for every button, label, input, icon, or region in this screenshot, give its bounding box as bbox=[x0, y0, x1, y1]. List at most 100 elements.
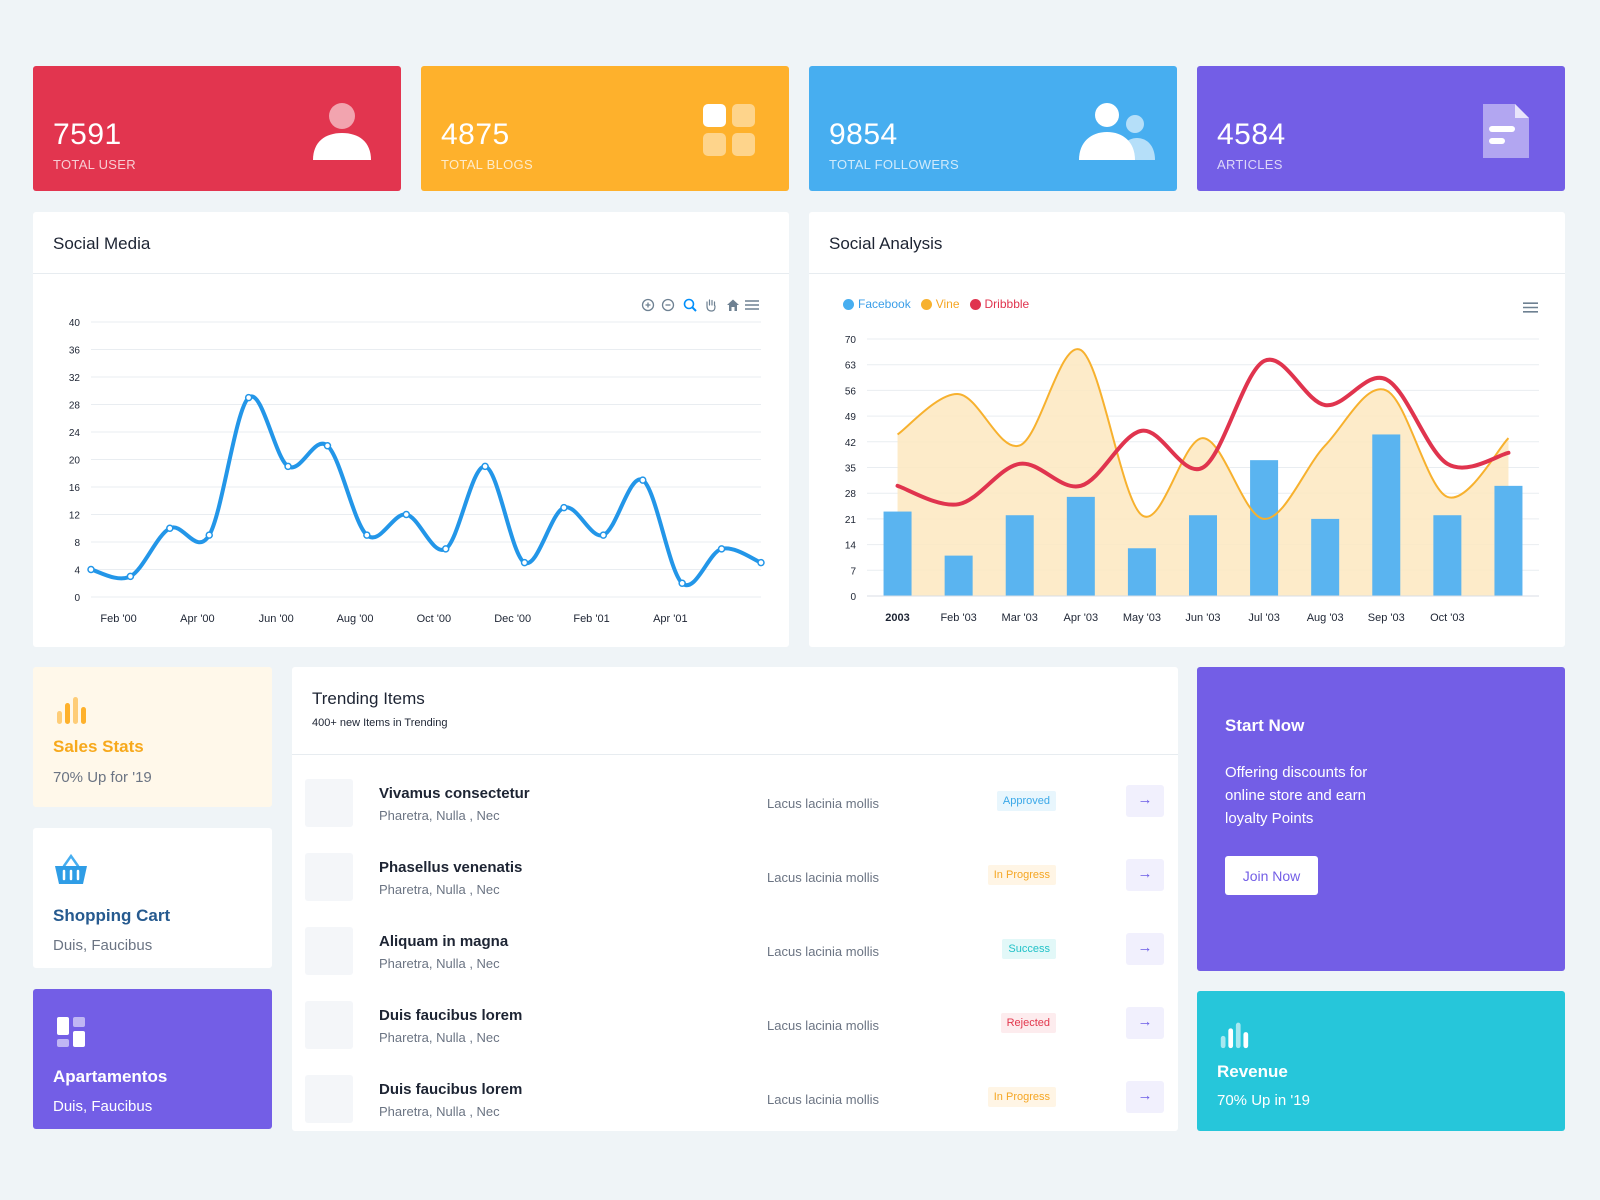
row-arrow-button[interactable]: → bbox=[1126, 1007, 1164, 1039]
row-arrow-button[interactable]: → bbox=[1126, 859, 1164, 891]
pan-hand-icon[interactable] bbox=[704, 298, 718, 312]
arrow-right-icon: → bbox=[1137, 865, 1153, 882]
card-subtitle: 70% Up for '19 bbox=[53, 769, 152, 786]
table-row[interactable]: Aliquam in magna Pharetra, Nulla , Nec L… bbox=[292, 913, 1178, 987]
shopping-cart-card[interactable]: Shopping Cart Duis, Faucibus bbox=[33, 828, 272, 968]
join-now-button[interactable]: Join Now bbox=[1225, 856, 1318, 895]
y-tick-label: 36 bbox=[69, 346, 81, 357]
item-name: Duis faucibus lorem bbox=[379, 1081, 523, 1098]
legend-item-vine[interactable]: Vine bbox=[920, 297, 960, 311]
item-location: Lacus lacinia mollis bbox=[767, 870, 879, 885]
x-tick-label: Aug '00 bbox=[337, 613, 374, 625]
y-tick-label: 32 bbox=[69, 373, 81, 384]
sales-stats-card[interactable]: Sales Stats 70% Up for '19 bbox=[33, 667, 272, 807]
item-meta: Pharetra, Nulla , Nec bbox=[379, 1030, 500, 1045]
x-tick-label: Apr '00 bbox=[180, 613, 215, 625]
grid-icon bbox=[703, 104, 755, 156]
facebook-bar bbox=[1250, 460, 1279, 596]
data-point bbox=[678, 579, 686, 587]
x-tick-label: 2003 bbox=[885, 612, 909, 624]
legend-label: Facebook bbox=[858, 297, 911, 311]
table-row[interactable]: Duis faucibus lorem Pharetra, Nulla , Ne… bbox=[292, 1061, 1178, 1135]
legend-item-facebook[interactable]: Facebook bbox=[843, 297, 911, 311]
y-tick-label: 42 bbox=[845, 438, 857, 449]
row-arrow-button[interactable]: → bbox=[1126, 933, 1164, 965]
stat-card-articles: 4584 ARTICLES bbox=[1197, 66, 1565, 191]
item-meta: Pharetra, Nulla , Nec bbox=[379, 882, 500, 897]
stat-label: TOTAL BLOGS bbox=[441, 157, 533, 172]
revenue-card[interactable]: Revenue 70% Up in '19 bbox=[1197, 991, 1565, 1131]
data-point bbox=[363, 531, 371, 539]
y-tick-label: 63 bbox=[845, 361, 857, 372]
item-thumbnail bbox=[305, 1001, 353, 1049]
chart-toolbar bbox=[641, 298, 771, 314]
facebook-bar bbox=[1494, 485, 1523, 596]
x-tick-label: Jul '03 bbox=[1248, 612, 1279, 624]
vine-line bbox=[896, 348, 1510, 520]
item-name: Phasellus venenatis bbox=[379, 859, 523, 876]
zoom-out-icon[interactable] bbox=[661, 298, 675, 312]
menu-icon[interactable] bbox=[745, 298, 759, 312]
legend-item-dribbble[interactable]: Dribbble bbox=[969, 297, 1029, 311]
data-point bbox=[441, 545, 450, 553]
users-icon bbox=[1079, 103, 1155, 160]
social-media-panel: Social Media 0 4 8 12 16 20 24 28 32 36 40 Feb '00 A… bbox=[33, 212, 789, 647]
user-icon bbox=[313, 103, 371, 160]
card-title: Start Now bbox=[1225, 716, 1305, 735]
stat-card-total-followers: 9854 TOTAL FOLLOWERS bbox=[809, 66, 1177, 191]
stat-value: 7591 bbox=[53, 118, 122, 151]
legend-dot bbox=[920, 298, 932, 310]
card-title: Sales Stats bbox=[53, 737, 144, 756]
data-point bbox=[481, 462, 489, 471]
basket-icon bbox=[55, 853, 87, 884]
card-title: Apartamentos bbox=[53, 1067, 168, 1086]
facebook-bar bbox=[1127, 548, 1156, 596]
menu-icon[interactable] bbox=[1523, 300, 1538, 315]
stat-card-total-blogs: 4875 TOTAL BLOGS bbox=[421, 66, 789, 191]
y-tick-label: 12 bbox=[69, 511, 81, 522]
stat-label: TOTAL FOLLOWERS bbox=[829, 157, 959, 172]
divider bbox=[292, 754, 1178, 755]
y-tick-label: 70 bbox=[845, 335, 857, 346]
x-tick-label: Feb '00 bbox=[100, 613, 136, 625]
item-thumbnail bbox=[305, 1075, 353, 1123]
row-arrow-button[interactable]: → bbox=[1126, 1081, 1164, 1113]
data-point bbox=[717, 545, 726, 553]
card-subtitle: 70% Up in '19 bbox=[1217, 1092, 1310, 1109]
item-meta: Pharetra, Nulla , Nec bbox=[379, 1104, 500, 1119]
social-media-line-chart: 0 4 8 12 16 20 24 28 32 36 40 Feb '00 Apr '00 Jun '00… bbox=[69, 318, 765, 625]
facebook-bar bbox=[1066, 496, 1095, 596]
item-name: Vivamus consectetur bbox=[379, 785, 530, 802]
zoom-in-icon[interactable] bbox=[641, 298, 655, 312]
y-tick-label: 14 bbox=[845, 541, 857, 552]
item-name: Aliquam in magna bbox=[379, 933, 509, 950]
stat-value: 9854 bbox=[829, 118, 898, 151]
home-icon[interactable] bbox=[726, 298, 740, 312]
table-row[interactable]: Phasellus venenatis Pharetra, Nulla , Ne… bbox=[292, 839, 1178, 913]
card-subtitle: Duis, Faucibus bbox=[53, 1098, 153, 1115]
table-row[interactable]: Duis faucibus lorem Pharetra, Nulla , Ne… bbox=[292, 987, 1178, 1061]
stat-label: ARTICLES bbox=[1217, 157, 1283, 172]
table-row[interactable]: Vivamus consectetur Pharetra, Nulla , Ne… bbox=[292, 765, 1178, 839]
apartamentos-card[interactable]: Apartamentos Duis, Faucibus bbox=[33, 989, 272, 1129]
x-tick-label: Feb '01 bbox=[573, 613, 609, 625]
facebook-bar bbox=[883, 511, 912, 596]
x-tick-label: Dec '00 bbox=[494, 613, 531, 625]
y-tick-label: 7 bbox=[850, 566, 856, 577]
search-zoom-icon[interactable] bbox=[683, 298, 697, 312]
card-subtitle: Duis, Faucibus bbox=[53, 937, 153, 954]
item-location: Lacus lacinia mollis bbox=[767, 1018, 879, 1033]
card-text: Offering discounts for online store and … bbox=[1225, 761, 1367, 830]
stat-value: 4875 bbox=[441, 118, 510, 151]
arrow-right-icon: → bbox=[1137, 939, 1153, 956]
row-arrow-button[interactable]: → bbox=[1126, 785, 1164, 817]
item-location: Lacus lacinia mollis bbox=[767, 1092, 879, 1107]
document-icon bbox=[1483, 104, 1529, 158]
y-tick-label: 8 bbox=[74, 538, 80, 549]
data-point bbox=[166, 524, 174, 532]
data-point bbox=[757, 558, 765, 567]
y-tick-label: 28 bbox=[69, 401, 81, 412]
layout-icon bbox=[57, 1017, 85, 1047]
arrow-right-icon: → bbox=[1137, 791, 1153, 808]
divider bbox=[809, 273, 1565, 274]
